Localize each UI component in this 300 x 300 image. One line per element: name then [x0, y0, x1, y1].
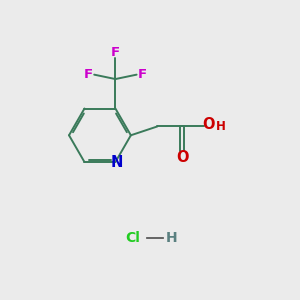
Text: N: N [111, 154, 123, 169]
Text: F: F [138, 68, 147, 81]
Text: O: O [176, 150, 189, 165]
Text: O: O [202, 118, 215, 133]
Text: F: F [111, 46, 120, 59]
Text: Cl: Cl [125, 231, 140, 245]
Text: H: H [165, 231, 177, 245]
Text: F: F [84, 68, 93, 81]
Text: H: H [216, 120, 226, 133]
